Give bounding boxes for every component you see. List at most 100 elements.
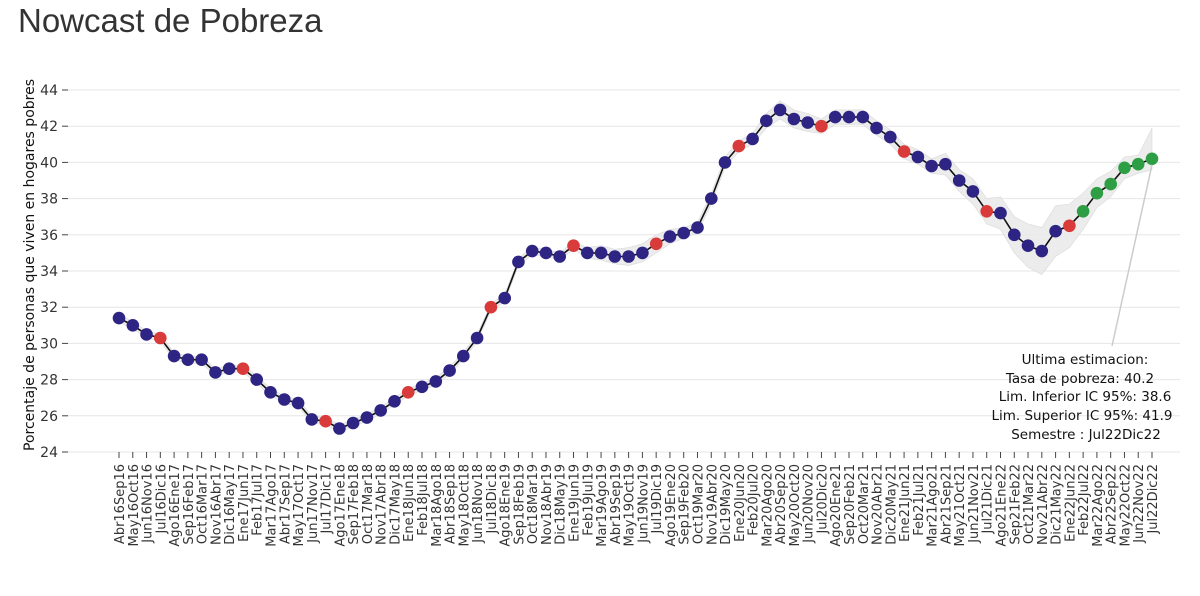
data-point[interactable]	[1035, 244, 1049, 258]
official-point[interactable]	[897, 145, 911, 158]
data-point[interactable]	[994, 206, 1007, 220]
data-point[interactable]	[884, 130, 897, 144]
data-point[interactable]	[760, 114, 773, 128]
data-point[interactable]	[773, 103, 787, 117]
data-point[interactable]	[705, 192, 718, 205]
official-point[interactable]	[401, 386, 415, 399]
forecast-point[interactable]	[1118, 161, 1131, 175]
forecast-point[interactable]	[1076, 205, 1090, 218]
data-point[interactable]	[195, 353, 208, 367]
data-point[interactable]	[333, 422, 346, 435]
data-point[interactable]	[966, 185, 980, 198]
data-point[interactable]	[429, 375, 443, 388]
data-point[interactable]	[870, 121, 883, 135]
x-tick-label: May22Oct22	[1118, 464, 1133, 546]
x-tick-label: May16Oct16	[127, 464, 142, 546]
data-point[interactable]	[856, 110, 870, 124]
x-tick-label: Abr22Sep22	[1105, 464, 1120, 544]
data-point[interactable]	[842, 110, 856, 124]
data-point[interactable]	[525, 244, 539, 258]
data-point[interactable]	[594, 246, 608, 260]
data-point[interactable]	[112, 311, 126, 325]
data-point[interactable]	[498, 291, 512, 305]
data-point[interactable]	[126, 319, 140, 332]
data-point[interactable]	[1049, 224, 1062, 238]
data-point[interactable]	[250, 373, 263, 386]
official-point[interactable]	[649, 237, 663, 251]
data-point[interactable]	[305, 413, 319, 426]
data-point[interactable]	[278, 393, 291, 406]
x-tick-label: Nov16Abr17	[209, 464, 224, 545]
data-point[interactable]	[512, 255, 525, 269]
data-point[interactable]	[470, 331, 484, 345]
series-line	[118, 108, 1153, 430]
data-point[interactable]	[663, 230, 677, 243]
official-point[interactable]	[815, 119, 828, 133]
data-point[interactable]	[360, 411, 374, 424]
x-tick-label: Sep18Feb19	[512, 464, 527, 545]
official-point[interactable]	[567, 239, 580, 252]
data-point[interactable]	[581, 246, 594, 260]
official-point[interactable]	[319, 414, 332, 428]
data-point[interactable]	[374, 404, 388, 417]
x-tick-label: Ene19Jun19	[568, 464, 583, 542]
data-point[interactable]	[677, 226, 690, 240]
data-point[interactable]	[539, 246, 553, 260]
official-point[interactable]	[154, 331, 167, 345]
x-axis: Abr16Sep16May16Oct16Jun16Nov16Jul16Dic16…	[113, 452, 1161, 547]
forecast-point[interactable]	[1131, 157, 1145, 171]
forecast-point[interactable]	[1104, 177, 1117, 191]
data-point[interactable]	[553, 250, 566, 263]
forecast-point[interactable]	[1090, 186, 1104, 200]
data-point[interactable]	[222, 362, 236, 376]
x-tick-label: Feb21Jul21	[912, 464, 927, 536]
x-tick-label: Mar17Ago17	[265, 464, 280, 547]
data-point[interactable]	[622, 250, 635, 263]
forecast-point[interactable]	[1145, 152, 1159, 166]
data-point[interactable]	[209, 366, 222, 379]
data-point[interactable]	[415, 380, 429, 394]
data-point[interactable]	[828, 110, 842, 124]
x-tick-label: May19Oct19	[623, 464, 638, 546]
data-point[interactable]	[1021, 239, 1035, 252]
data-point[interactable]	[608, 250, 622, 263]
official-point[interactable]	[1063, 219, 1076, 233]
x-tick-label: Sep20Feb21	[843, 464, 858, 545]
data-point[interactable]	[952, 174, 966, 187]
official-point[interactable]	[980, 205, 993, 218]
data-point[interactable]	[925, 159, 938, 173]
data-point[interactable]	[911, 150, 925, 164]
x-tick-label: Feb17Jul17	[251, 464, 266, 536]
confidence-band-area	[118, 100, 1153, 433]
data-point[interactable]	[291, 396, 305, 410]
x-tick-label: Ago17Ene18	[333, 464, 348, 547]
data-point[interactable]	[140, 328, 153, 341]
data-point[interactable]	[457, 349, 470, 363]
data-point[interactable]	[346, 416, 360, 430]
data-point[interactable]	[746, 132, 759, 146]
x-tick-label: Nov21Abr22	[1036, 464, 1051, 545]
official-point[interactable]	[236, 362, 250, 376]
data-point[interactable]	[787, 112, 801, 126]
data-point[interactable]	[939, 157, 952, 171]
data-point[interactable]	[264, 386, 277, 399]
official-point[interactable]	[484, 300, 498, 314]
data-point[interactable]	[801, 116, 814, 129]
data-point[interactable]	[718, 156, 732, 169]
data-point[interactable]	[167, 349, 181, 363]
data-point[interactable]	[636, 246, 649, 260]
latest-estimate-annotation: Ultima estimacion: Tasa de pobreza: 40.2…	[991, 164, 1173, 443]
x-tick-label: Nov20Abr21	[871, 464, 886, 545]
data-point[interactable]	[443, 364, 456, 377]
x-tick-label: May20Oct20	[788, 464, 803, 546]
x-tick-label: Jul17Dic17	[320, 464, 335, 535]
official-point[interactable]	[732, 139, 746, 153]
y-axis: 24 26 28 30 32 34 36 38 40 42 44	[40, 83, 68, 461]
x-tick-label: Jun18Nov18	[471, 464, 486, 544]
data-point[interactable]	[388, 395, 401, 408]
data-point[interactable]	[691, 221, 704, 234]
data-point[interactable]	[1008, 228, 1021, 242]
x-tick-label: Ago21Ene22	[994, 464, 1009, 547]
y-tick-label: 32	[40, 300, 58, 316]
data-point[interactable]	[181, 353, 195, 367]
